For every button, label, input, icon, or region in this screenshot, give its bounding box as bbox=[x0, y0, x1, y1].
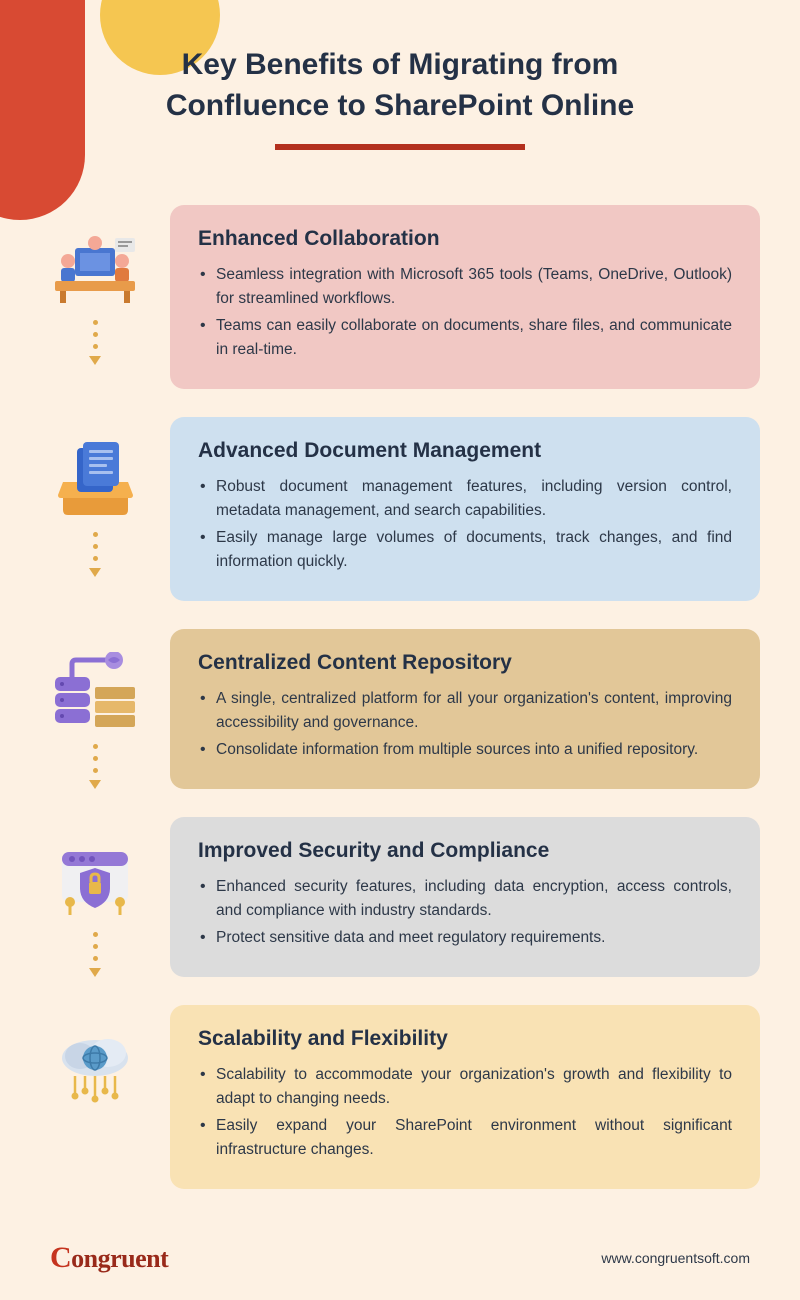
icon-column bbox=[40, 205, 150, 375]
benefit-title: Scalability and Flexibility bbox=[198, 1027, 732, 1051]
footer: Congruent www.congruentsoft.com bbox=[0, 1241, 800, 1275]
benefit-bullet: Seamless integration with Microsoft 365 … bbox=[198, 263, 732, 311]
benefit-row: Improved Security and Compliance Enhance… bbox=[40, 817, 760, 1005]
icon-column bbox=[40, 417, 150, 587]
connector bbox=[89, 744, 101, 789]
benefit-card: Enhanced Collaboration Seamless integrat… bbox=[170, 205, 760, 389]
repository-icon bbox=[48, 649, 143, 734]
title-underline bbox=[275, 144, 525, 150]
connector bbox=[89, 320, 101, 365]
document-icon bbox=[48, 437, 143, 522]
benefit-bullet: Consolidate information from multiple so… bbox=[198, 738, 732, 762]
security-icon bbox=[48, 837, 143, 922]
benefit-title: Advanced Document Management bbox=[198, 439, 732, 463]
benefit-bullet: Scalability to accommodate your organiza… bbox=[198, 1063, 732, 1111]
logo: Congruent bbox=[50, 1241, 168, 1275]
website-url: www.congruentsoft.com bbox=[601, 1250, 750, 1266]
benefit-card: Scalability and Flexibility Scalability … bbox=[170, 1005, 760, 1189]
collaboration-icon bbox=[48, 225, 143, 310]
scalability-icon bbox=[48, 1025, 143, 1110]
logo-text: ongruent bbox=[71, 1244, 168, 1273]
connector bbox=[89, 532, 101, 577]
decor-red-shape bbox=[0, 0, 85, 220]
benefit-card: Improved Security and Compliance Enhance… bbox=[170, 817, 760, 977]
benefits-list: Enhanced Collaboration Seamless integrat… bbox=[0, 205, 800, 1217]
benefit-title: Enhanced Collaboration bbox=[198, 227, 732, 251]
benefit-bullet: Protect sensitive data and meet regulato… bbox=[198, 926, 732, 950]
title-line-2: Confluence to SharePoint Online bbox=[166, 89, 634, 122]
benefit-bullet: Enhanced security features, including da… bbox=[198, 875, 732, 923]
benefit-row: Advanced Document Management Robust docu… bbox=[40, 417, 760, 629]
benefit-bullet: Teams can easily collaborate on document… bbox=[198, 314, 732, 362]
benefit-bullet: A single, centralized platform for all y… bbox=[198, 687, 732, 735]
benefit-row: Enhanced Collaboration Seamless integrat… bbox=[40, 205, 760, 417]
benefit-bullet: Robust document management features, inc… bbox=[198, 475, 732, 523]
benefit-title: Centralized Content Repository bbox=[198, 651, 732, 675]
benefit-title: Improved Security and Compliance bbox=[198, 839, 732, 863]
connector bbox=[89, 932, 101, 977]
logo-cap: C bbox=[50, 1241, 71, 1274]
benefit-row: Centralized Content Repository A single,… bbox=[40, 629, 760, 817]
page-title: Key Benefits of Migrating from Confluenc… bbox=[120, 0, 680, 126]
benefit-bullet: Easily expand your SharePoint environmen… bbox=[198, 1114, 732, 1162]
benefit-card: Advanced Document Management Robust docu… bbox=[170, 417, 760, 601]
benefit-row: Scalability and Flexibility Scalability … bbox=[40, 1005, 760, 1217]
icon-column bbox=[40, 817, 150, 987]
benefit-card: Centralized Content Repository A single,… bbox=[170, 629, 760, 789]
title-line-1: Key Benefits of Migrating from bbox=[182, 48, 619, 81]
icon-column bbox=[40, 629, 150, 799]
benefit-bullet: Easily manage large volumes of documents… bbox=[198, 526, 732, 574]
icon-column bbox=[40, 1005, 150, 1110]
